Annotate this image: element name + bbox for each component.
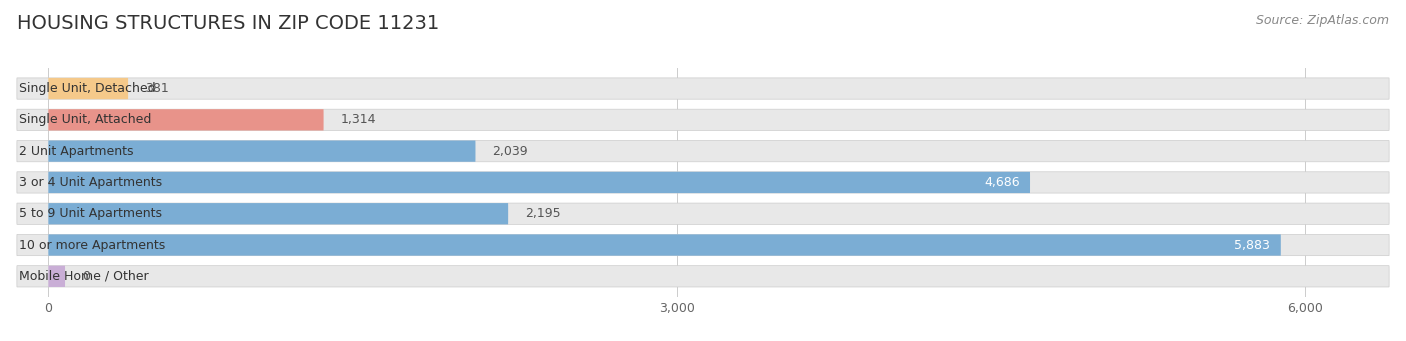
Text: Single Unit, Attached: Single Unit, Attached <box>20 113 152 126</box>
FancyBboxPatch shape <box>17 203 1389 224</box>
FancyBboxPatch shape <box>48 203 508 224</box>
Text: 4,686: 4,686 <box>984 176 1019 189</box>
Text: Mobile Home / Other: Mobile Home / Other <box>20 270 149 283</box>
Text: Source: ZipAtlas.com: Source: ZipAtlas.com <box>1256 14 1389 27</box>
FancyBboxPatch shape <box>48 140 475 162</box>
FancyBboxPatch shape <box>17 266 1389 287</box>
FancyBboxPatch shape <box>17 234 1389 256</box>
FancyBboxPatch shape <box>17 172 1389 193</box>
Text: 10 or more Apartments: 10 or more Apartments <box>20 239 166 252</box>
Text: 5,883: 5,883 <box>1234 239 1271 252</box>
FancyBboxPatch shape <box>48 172 1031 193</box>
Text: 2 Unit Apartments: 2 Unit Apartments <box>20 145 134 158</box>
Text: HOUSING STRUCTURES IN ZIP CODE 11231: HOUSING STRUCTURES IN ZIP CODE 11231 <box>17 14 439 33</box>
Text: 1,314: 1,314 <box>340 113 375 126</box>
FancyBboxPatch shape <box>48 234 1281 256</box>
FancyBboxPatch shape <box>48 266 65 287</box>
FancyBboxPatch shape <box>17 109 1389 131</box>
FancyBboxPatch shape <box>48 78 128 99</box>
FancyBboxPatch shape <box>17 140 1389 162</box>
FancyBboxPatch shape <box>17 78 1389 99</box>
Text: 5 to 9 Unit Apartments: 5 to 9 Unit Apartments <box>20 207 162 220</box>
Text: 381: 381 <box>145 82 169 95</box>
FancyBboxPatch shape <box>48 109 323 131</box>
Text: Single Unit, Detached: Single Unit, Detached <box>20 82 156 95</box>
Text: 0: 0 <box>82 270 90 283</box>
Text: 2,039: 2,039 <box>492 145 527 158</box>
Text: 3 or 4 Unit Apartments: 3 or 4 Unit Apartments <box>20 176 162 189</box>
Text: 2,195: 2,195 <box>524 207 561 220</box>
